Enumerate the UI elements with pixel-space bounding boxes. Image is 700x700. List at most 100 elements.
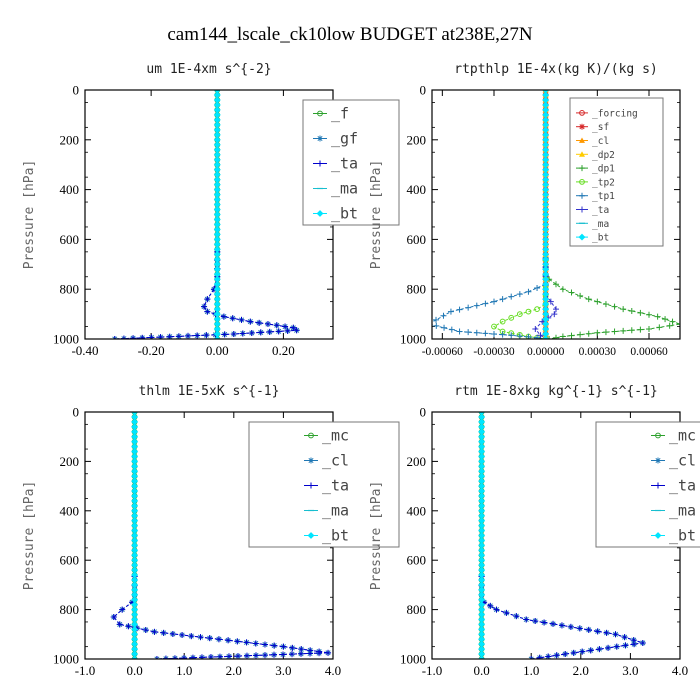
data-point-ta	[594, 628, 601, 635]
data-point-dp1	[594, 329, 601, 336]
y-tick-label: 200	[60, 132, 80, 147]
x-tick-label: 4.0	[672, 663, 688, 678]
data-point-ta	[639, 639, 646, 646]
y-axis-label: Pressure [hPa]	[22, 481, 37, 591]
legend-label: _gf	[331, 130, 358, 148]
panel-title: rtpthlp 1E-4x(kg K)/(kg s)	[454, 62, 658, 77]
x-tick-label: 0.20	[272, 343, 295, 358]
data-point-ta	[613, 643, 620, 650]
legend-marker	[579, 192, 585, 199]
data-point-dp1	[585, 296, 592, 303]
legend-label: _cl	[322, 452, 349, 470]
x-tick-label: -1.0	[422, 663, 443, 678]
data-point-tp1	[525, 288, 532, 295]
data-point-dp1	[546, 336, 553, 339]
data-point-ta	[239, 330, 246, 337]
legend-marker	[579, 110, 585, 116]
data-point-tp2	[508, 314, 515, 321]
data-point-ta	[261, 652, 268, 659]
data-point-ta	[493, 606, 500, 613]
x-tick-label: -0.00030	[473, 346, 514, 358]
legend-marker	[655, 482, 661, 489]
y-tick-label: 800	[60, 602, 80, 617]
x-tick-label: 2.0	[573, 663, 589, 678]
data-point-ta	[234, 653, 241, 659]
data-point-ta	[513, 613, 520, 620]
data-point-ta	[612, 631, 619, 638]
data-point-ta	[248, 329, 255, 336]
data-point-ta	[142, 626, 149, 633]
data-point-ta	[243, 639, 250, 646]
data-point-ta	[541, 619, 548, 626]
data-point-dp1	[646, 326, 652, 333]
x-tick-label: -1.0	[75, 663, 96, 678]
data-point-ta	[289, 644, 296, 651]
legend-label: _cl	[592, 136, 609, 147]
legend-label: _tp1	[592, 191, 615, 202]
y-tick-label: 600	[407, 232, 427, 247]
data-point-ta	[201, 303, 208, 310]
data-point-ta	[204, 308, 211, 315]
x-tick-label: 3.0	[622, 663, 638, 678]
data-point-bt	[131, 655, 139, 659]
data-point-ta	[532, 617, 539, 624]
data-point-tp1	[491, 298, 497, 305]
legend-label: _bt	[592, 233, 609, 244]
panel-1: um 1E-4xm s^{-2} Pressure [hPa] 0 200 400 600…	[22, 62, 400, 358]
data-point-ta	[567, 623, 574, 630]
legend-marker	[655, 457, 661, 464]
data-point-ta	[130, 335, 137, 339]
data-point-ta	[198, 654, 205, 659]
data-point-ta	[275, 328, 282, 335]
data-point-tp1	[508, 293, 515, 300]
data-point-bt	[542, 335, 550, 339]
data-point-ta	[605, 644, 612, 651]
series-line-gf	[114, 90, 298, 339]
legend-marker	[317, 160, 323, 167]
legend-label: _dp1	[592, 164, 615, 175]
series-group	[432, 90, 680, 339]
data-point-tp2	[491, 323, 497, 330]
data-point-ta	[553, 306, 559, 313]
panel-title: um 1E-4xm s^{-2}	[146, 62, 271, 77]
data-point-dp1	[620, 306, 627, 313]
legend-marker	[308, 432, 314, 439]
data-point-tp1	[465, 304, 472, 311]
data-point-ta	[550, 620, 557, 627]
data-point-tp1	[433, 322, 440, 329]
data-point-ta	[185, 332, 192, 339]
legend-label: _tp2	[592, 177, 615, 188]
data-point-ta	[204, 296, 211, 303]
x-tick-label: 0.00030	[579, 346, 617, 358]
x-tick-label: 0.00000	[527, 346, 565, 358]
y-tick-label: 1000	[53, 652, 79, 667]
y-tick-label: 600	[60, 553, 80, 568]
legend-label: _ma	[331, 180, 358, 198]
data-point-ta	[119, 606, 126, 613]
data-point-ta	[596, 646, 603, 653]
data-point-ta	[257, 329, 264, 336]
data-point-tp1	[516, 291, 523, 298]
data-point-ta	[238, 316, 245, 323]
data-point-ta	[206, 635, 213, 642]
legend-marker	[578, 233, 586, 241]
x-tick-label: 4.0	[325, 663, 341, 678]
data-point-dp1	[611, 303, 618, 310]
data-point-ta	[220, 313, 227, 320]
data-point-tp1	[491, 331, 497, 338]
data-point-tp2	[516, 311, 523, 318]
legend-label: _ta	[331, 155, 358, 173]
legend: _f _gf _ta _ma _bt	[302, 99, 400, 226]
data-point-ta	[247, 318, 254, 325]
legend-label: _f	[331, 105, 349, 123]
data-point-ta	[282, 323, 289, 330]
legend-marker	[579, 151, 585, 157]
data-point-ta	[273, 322, 280, 329]
data-point-tp1	[448, 326, 455, 333]
panel-title: rtm 1E-8xkg kg^{-1} s^{-1}	[454, 384, 658, 399]
data-point-ta	[585, 626, 592, 633]
data-point-dp1	[637, 326, 644, 333]
x-tick-label: 2.0	[226, 663, 242, 678]
panel-title: thlm 1E-5xK s^{-1}	[139, 384, 280, 399]
legend: _mc _cl _ta _ma _bt	[595, 421, 700, 548]
